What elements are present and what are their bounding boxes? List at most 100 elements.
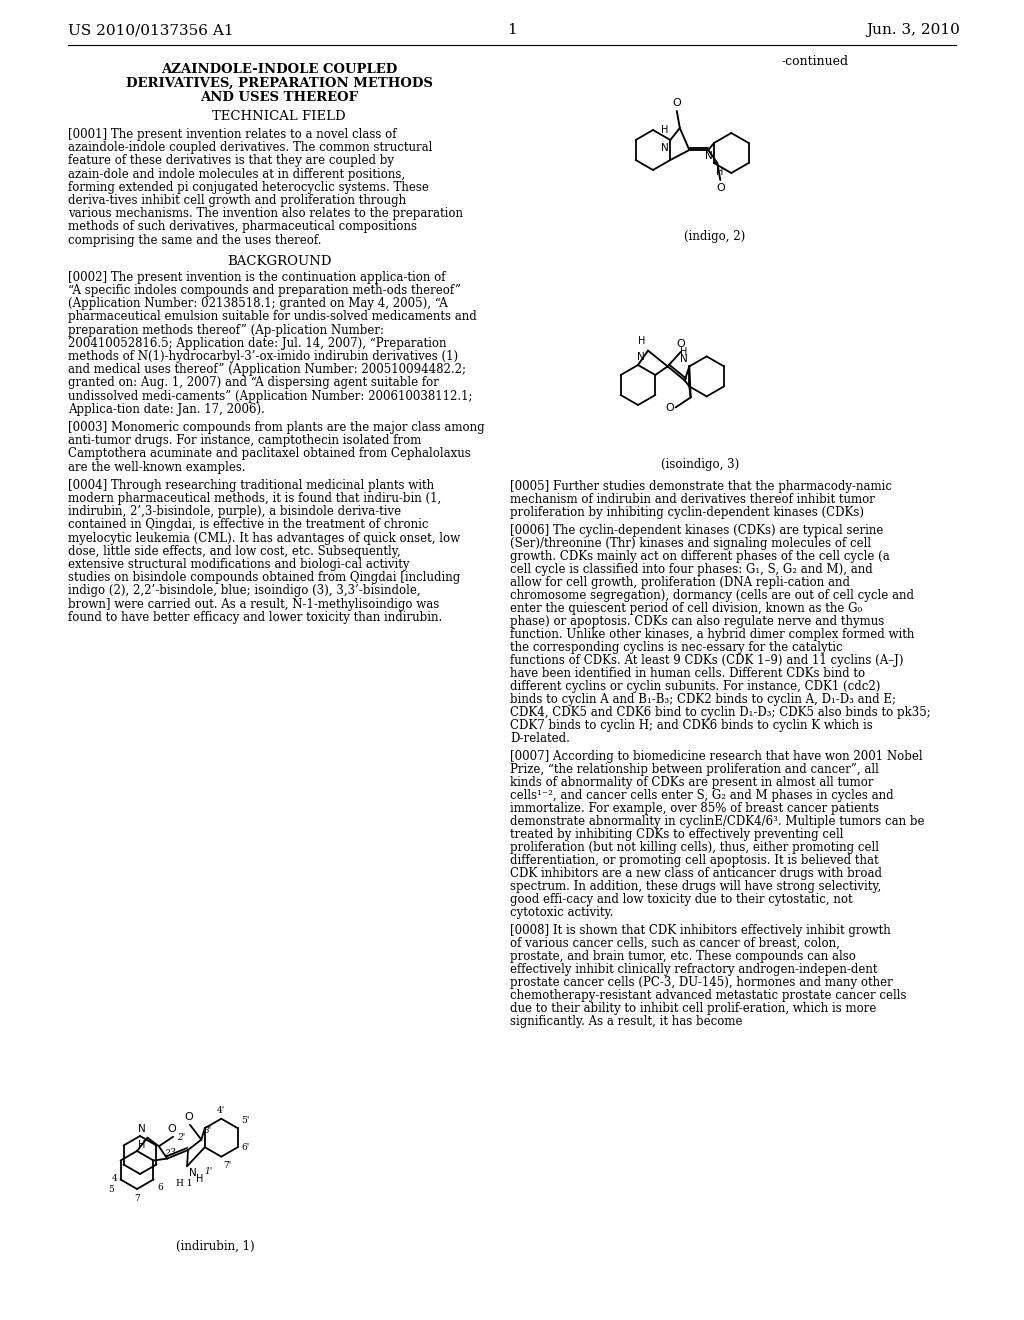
Text: “A specific indoles compounds and preparation meth-ods thereof”: “A specific indoles compounds and prepar… <box>68 284 461 297</box>
Text: proliferation (but not killing cells), thus, either promoting cell: proliferation (but not killing cells), t… <box>510 841 879 854</box>
Text: phase) or apoptosis. CDKs can also regulate nerve and thymus: phase) or apoptosis. CDKs can also regul… <box>510 615 885 628</box>
Text: demonstrate abnormality in cyclinE/CDK4/6³. Multiple tumors can be: demonstrate abnormality in cyclinE/CDK4/… <box>510 814 925 828</box>
Text: found to have better efficacy and lower toxicity than indirubin.: found to have better efficacy and lower … <box>68 611 442 624</box>
Text: -continued: -continued <box>781 55 849 69</box>
Text: prostate cancer cells (PC-3, DU-145), hormones and many other: prostate cancer cells (PC-3, DU-145), ho… <box>510 975 893 989</box>
Text: H: H <box>716 168 723 177</box>
Text: 6: 6 <box>158 1183 163 1192</box>
Text: preparation methods thereof” (Ap-plication Number:: preparation methods thereof” (Ap-plicati… <box>68 323 384 337</box>
Text: 2': 2' <box>177 1133 185 1142</box>
Text: [0003] Monomeric compounds from plants are the major class among: [0003] Monomeric compounds from plants a… <box>68 421 484 434</box>
Text: functions of CDKs. At least 9 CDKs (CDK 1–9) and 11 cyclins (A–J): functions of CDKs. At least 9 CDKs (CDK … <box>510 653 903 667</box>
Text: H 1: H 1 <box>176 1179 193 1188</box>
Text: 1': 1' <box>204 1167 212 1176</box>
Text: D-related.: D-related. <box>510 733 570 744</box>
Text: 3': 3' <box>205 1126 213 1135</box>
Text: indirubin, 2’,3-bisindole, purple), a bisindole deriva-tive: indirubin, 2’,3-bisindole, purple), a bi… <box>68 506 401 519</box>
Text: 3: 3 <box>170 1147 176 1156</box>
Text: good effi-cacy and low toxicity due to their cytostatic, not: good effi-cacy and low toxicity due to t… <box>510 894 853 906</box>
Text: H: H <box>138 1139 145 1150</box>
Text: [0002] The present invention is the continuation applica-tion of: [0002] The present invention is the cont… <box>68 271 445 284</box>
Text: brown] were carried out. As a result, N-1-methylisoindigo was: brown] were carried out. As a result, N-… <box>68 598 439 611</box>
Text: differentiation, or promoting cell apoptosis. It is believed that: differentiation, or promoting cell apopt… <box>510 854 879 867</box>
Text: mechanism of indirubin and derivatives thereof inhibit tumor: mechanism of indirubin and derivatives t… <box>510 492 874 506</box>
Text: H: H <box>680 347 687 358</box>
Text: effectively inhibit clinically refractory androgen-indepen-dent: effectively inhibit clinically refractor… <box>510 964 878 975</box>
Text: various mechanisms. The invention also relates to the preparation: various mechanisms. The invention also r… <box>68 207 463 220</box>
Text: 1: 1 <box>507 22 517 37</box>
Text: kinds of abnormality of CDKs are present in almost all tumor: kinds of abnormality of CDKs are present… <box>510 776 873 789</box>
Text: spectrum. In addition, these drugs will have strong selectivity,: spectrum. In addition, these drugs will … <box>510 880 882 894</box>
Text: deriva-tives inhibit cell growth and proliferation through: deriva-tives inhibit cell growth and pro… <box>68 194 407 207</box>
Text: (Ser)/threonine (Thr) kinases and signaling molecules of cell: (Ser)/threonine (Thr) kinases and signal… <box>510 537 871 550</box>
Text: [0005] Further studies demonstrate that the pharmacody-namic: [0005] Further studies demonstrate that … <box>510 480 892 492</box>
Text: and medical uses thereof” (Application Number: 200510094482.2;: and medical uses thereof” (Application N… <box>68 363 466 376</box>
Text: AZAINDOLE-INDOLE COUPLED: AZAINDOLE-INDOLE COUPLED <box>161 63 397 77</box>
Text: CDK inhibitors are a new class of anticancer drugs with broad: CDK inhibitors are a new class of antica… <box>510 867 882 880</box>
Text: 2: 2 <box>164 1150 170 1158</box>
Text: O: O <box>184 1111 194 1122</box>
Text: contained in Qingdai, is effective in the treatment of chronic: contained in Qingdai, is effective in th… <box>68 519 428 532</box>
Text: Jun. 3, 2010: Jun. 3, 2010 <box>866 22 961 37</box>
Text: growth. CDKs mainly act on different phases of the cell cycle (a: growth. CDKs mainly act on different pha… <box>510 550 890 564</box>
Text: O: O <box>673 98 681 108</box>
Text: feature of these derivatives is that they are coupled by: feature of these derivatives is that the… <box>68 154 394 168</box>
Text: N: N <box>189 1168 197 1179</box>
Text: azaindole-indole coupled derivatives. The common structural: azaindole-indole coupled derivatives. Th… <box>68 141 432 154</box>
Text: undissolved medi-caments” (Application Number: 200610038112.1;: undissolved medi-caments” (Application N… <box>68 389 472 403</box>
Text: significantly. As a result, it has become: significantly. As a result, it has becom… <box>510 1015 742 1028</box>
Text: forming extended pi conjugated heterocyclic systems. These: forming extended pi conjugated heterocyc… <box>68 181 429 194</box>
Text: O: O <box>665 404 674 413</box>
Text: [0008] It is shown that CDK inhibitors effectively inhibit growth: [0008] It is shown that CDK inhibitors e… <box>510 924 891 937</box>
Text: CDK4, CDK5 and CDK6 bind to cyclin D₁-D₃; CDK5 also binds to pk35;: CDK4, CDK5 and CDK6 bind to cyclin D₁-D₃… <box>510 706 931 719</box>
Text: (indirubin, 1): (indirubin, 1) <box>176 1239 254 1253</box>
Text: allow for cell growth, proliferation (DNA repli-cation and: allow for cell growth, proliferation (DN… <box>510 576 850 589</box>
Text: H: H <box>660 125 669 135</box>
Text: methods of N(1)-hydrocarbyl-3’-ox-imido indirubin derivatives (1): methods of N(1)-hydrocarbyl-3’-ox-imido … <box>68 350 458 363</box>
Text: of various cancer cells, such as cancer of breast, colon,: of various cancer cells, such as cancer … <box>510 937 840 950</box>
Text: granted on: Aug. 1, 2007) and “A dispersing agent suitable for: granted on: Aug. 1, 2007) and “A dispers… <box>68 376 439 389</box>
Text: 6': 6' <box>242 1143 250 1151</box>
Text: H: H <box>638 335 645 346</box>
Text: O: O <box>168 1123 176 1134</box>
Text: dose, little side effects, and low cost, etc. Subsequently,: dose, little side effects, and low cost,… <box>68 545 400 558</box>
Text: chromosome segregation), dormancy (cells are out of cell cycle and: chromosome segregation), dormancy (cells… <box>510 589 914 602</box>
Text: (isoindigo, 3): (isoindigo, 3) <box>660 458 739 471</box>
Text: function. Unlike other kinases, a hybrid dimer complex formed with: function. Unlike other kinases, a hybrid… <box>510 628 914 642</box>
Text: CDK7 binds to cyclin H; and CDK6 binds to cyclin K which is: CDK7 binds to cyclin H; and CDK6 binds t… <box>510 719 872 733</box>
Text: N: N <box>137 1123 145 1134</box>
Text: chemotherapy-resistant advanced metastatic prostate cancer cells: chemotherapy-resistant advanced metastat… <box>510 989 906 1002</box>
Text: methods of such derivatives, pharmaceutical compositions: methods of such derivatives, pharmaceuti… <box>68 220 417 234</box>
Text: Applica-tion date: Jan. 17, 2006).: Applica-tion date: Jan. 17, 2006). <box>68 403 265 416</box>
Text: pharmaceutical emulsion suitable for undis-solved medicaments and: pharmaceutical emulsion suitable for und… <box>68 310 477 323</box>
Text: enter the quiescent period of cell division, known as the G₀: enter the quiescent period of cell divis… <box>510 602 862 615</box>
Text: O: O <box>716 183 725 193</box>
Text: [0004] Through researching traditional medicinal plants with: [0004] Through researching traditional m… <box>68 479 434 492</box>
Text: cells¹⁻², and cancer cells enter S, G₂ and M phases in cycles and: cells¹⁻², and cancer cells enter S, G₂ a… <box>510 789 894 803</box>
Text: extensive structural modifications and biologi-cal activity: extensive structural modifications and b… <box>68 558 410 572</box>
Text: N: N <box>706 150 713 161</box>
Text: 4: 4 <box>112 1173 118 1183</box>
Text: [0006] The cyclin-dependent kinases (CDKs) are typical serine: [0006] The cyclin-dependent kinases (CDK… <box>510 524 884 537</box>
Text: H: H <box>196 1175 204 1184</box>
Text: N: N <box>680 354 687 364</box>
Text: comprising the same and the uses thereof.: comprising the same and the uses thereof… <box>68 234 322 247</box>
Text: binds to cyclin A and B₁-B₃; CDK2 binds to cyclin A, D₁-D₃ and E;: binds to cyclin A and B₁-B₃; CDK2 binds … <box>510 693 896 706</box>
Text: N: N <box>637 351 645 362</box>
Text: anti-tumor drugs. For instance, camptothecin isolated from: anti-tumor drugs. For instance, camptoth… <box>68 434 421 447</box>
Text: proliferation by inhibiting cyclin-dependent kinases (CDKs): proliferation by inhibiting cyclin-depen… <box>510 506 864 519</box>
Text: 7': 7' <box>223 1160 231 1170</box>
Text: 4': 4' <box>217 1106 225 1114</box>
Text: 5: 5 <box>109 1184 114 1193</box>
Text: 5': 5' <box>241 1117 249 1125</box>
Text: TECHNICAL FIELD: TECHNICAL FIELD <box>212 110 346 123</box>
Text: different cyclins or cyclin subunits. For instance, CDK1 (cdc2): different cyclins or cyclin subunits. Fo… <box>510 680 881 693</box>
Text: N: N <box>660 143 669 153</box>
Text: BACKGROUND: BACKGROUND <box>226 255 331 268</box>
Text: the corresponding cyclins is nec-essary for the catalytic: the corresponding cyclins is nec-essary … <box>510 642 843 653</box>
Text: prostate, and brain tumor, etc. These compounds can also: prostate, and brain tumor, etc. These co… <box>510 950 856 964</box>
Text: (indigo, 2): (indigo, 2) <box>684 230 745 243</box>
Text: [0001] The present invention relates to a novel class of: [0001] The present invention relates to … <box>68 128 396 141</box>
Text: due to their ability to inhibit cell prolif-eration, which is more: due to their ability to inhibit cell pro… <box>510 1002 877 1015</box>
Text: immortalize. For example, over 85% of breast cancer patients: immortalize. For example, over 85% of br… <box>510 803 880 814</box>
